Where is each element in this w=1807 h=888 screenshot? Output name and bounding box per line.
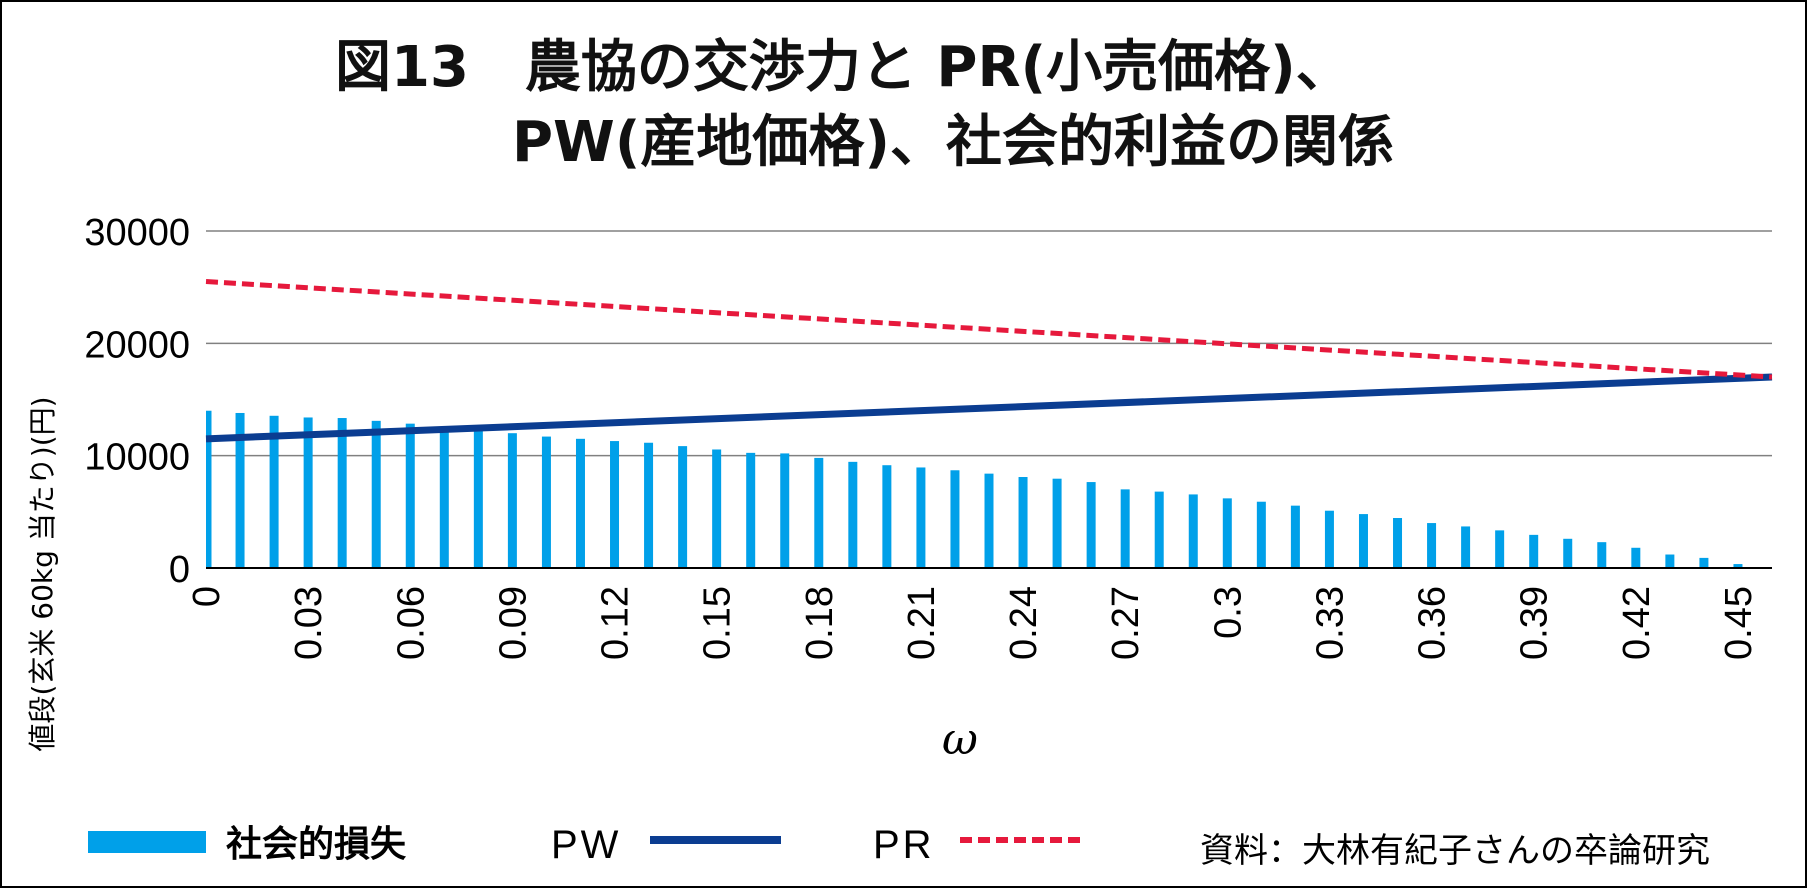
bar xyxy=(1529,534,1539,568)
x-tick-label: 0.24 xyxy=(1003,586,1045,660)
bar xyxy=(712,449,722,568)
bar xyxy=(780,453,790,568)
bar xyxy=(371,420,381,568)
y-axis-label: 値段(玄米 60kg 当たり)(円) xyxy=(26,396,59,751)
chart-title-line-2: PW(産地価格)、社会的利益の関係 xyxy=(512,110,1394,175)
x-axis-label: ω xyxy=(942,714,978,765)
bar xyxy=(1427,523,1437,568)
x-tick-label: 0.42 xyxy=(1616,586,1658,660)
x-tick-label: 0.3 xyxy=(1207,586,1249,639)
chart-title-line-1: 図13 農協の交渉力と PR(小売価格)、 xyxy=(335,35,1352,100)
bar xyxy=(1086,482,1096,568)
legend-label-pr: PR xyxy=(873,823,935,867)
x-tick-label: 0.21 xyxy=(901,586,943,660)
bar xyxy=(1665,554,1675,568)
line-series xyxy=(205,279,1773,443)
bar xyxy=(206,410,212,568)
bar xyxy=(337,418,347,568)
bar xyxy=(1699,557,1709,568)
bar xyxy=(507,433,517,568)
x-tick-label: 0.36 xyxy=(1412,586,1454,660)
bar xyxy=(1188,494,1198,568)
bar xyxy=(916,467,926,568)
bar-series xyxy=(206,410,1743,568)
pw-line xyxy=(205,373,1773,443)
bar xyxy=(1222,498,1232,568)
bar xyxy=(882,465,892,568)
bar xyxy=(575,438,585,568)
bar xyxy=(1154,491,1164,568)
legend-label-pw: PW xyxy=(551,823,621,867)
bar xyxy=(1358,514,1368,568)
bar xyxy=(541,436,551,568)
x-tick-label: 0.39 xyxy=(1514,586,1556,660)
legend-swatch-social-loss xyxy=(88,831,206,853)
bar xyxy=(950,470,960,568)
bar xyxy=(610,441,620,568)
x-tick-label: 0.06 xyxy=(390,586,432,660)
bar xyxy=(746,452,756,568)
y-axis-ticks: 0 10000 20000 30000 xyxy=(84,212,190,591)
x-tick-label: 0.27 xyxy=(1105,586,1147,660)
x-tick-label: 0 xyxy=(186,586,228,607)
bar xyxy=(1597,542,1607,568)
x-tick-label: 0.03 xyxy=(288,586,330,660)
y-tick-label: 10000 xyxy=(84,437,190,479)
x-tick-label: 0.18 xyxy=(799,586,841,660)
bar xyxy=(1733,564,1743,568)
y-tick-label: 30000 xyxy=(84,212,190,254)
bar xyxy=(1631,547,1641,568)
bar xyxy=(235,412,245,568)
bar xyxy=(1495,530,1505,568)
x-tick-label: 0.45 xyxy=(1718,586,1760,660)
gridlines xyxy=(206,230,1772,457)
bar xyxy=(848,461,858,568)
legend: 社会的損失 PW PR xyxy=(88,823,1086,867)
bar xyxy=(644,442,654,568)
bar xyxy=(1018,477,1028,568)
bar xyxy=(1256,501,1266,568)
x-tick-label: 0.15 xyxy=(697,586,739,660)
bar xyxy=(1563,538,1573,568)
source-note: 資料：大林有紀子さんの卒論研究 xyxy=(1200,831,1710,871)
pr-line xyxy=(205,279,1773,380)
bar xyxy=(1120,489,1130,568)
x-axis-ticks: 0 0.03 0.06 0.09 0.12 0.15 0.18 0.21 0.24 0.27 0.3… xyxy=(186,586,1760,660)
bar xyxy=(405,423,415,568)
x-tick-label: 0.33 xyxy=(1309,586,1351,660)
bar xyxy=(439,427,449,568)
bar xyxy=(1290,505,1300,568)
bar xyxy=(678,446,688,568)
bar xyxy=(814,457,824,568)
bar xyxy=(1393,518,1403,568)
x-tick-label: 0.09 xyxy=(492,586,534,660)
bar xyxy=(473,430,483,568)
x-tick-label: 0.12 xyxy=(595,586,637,660)
bar xyxy=(303,417,313,568)
y-tick-label: 0 xyxy=(169,549,190,591)
legend-label-social-loss: 社会的損失 xyxy=(226,824,407,865)
bar xyxy=(269,415,279,568)
y-tick-label: 20000 xyxy=(84,324,190,366)
bar xyxy=(1461,526,1471,568)
bar xyxy=(1052,478,1062,568)
bar xyxy=(984,473,994,568)
bar xyxy=(1324,510,1334,568)
